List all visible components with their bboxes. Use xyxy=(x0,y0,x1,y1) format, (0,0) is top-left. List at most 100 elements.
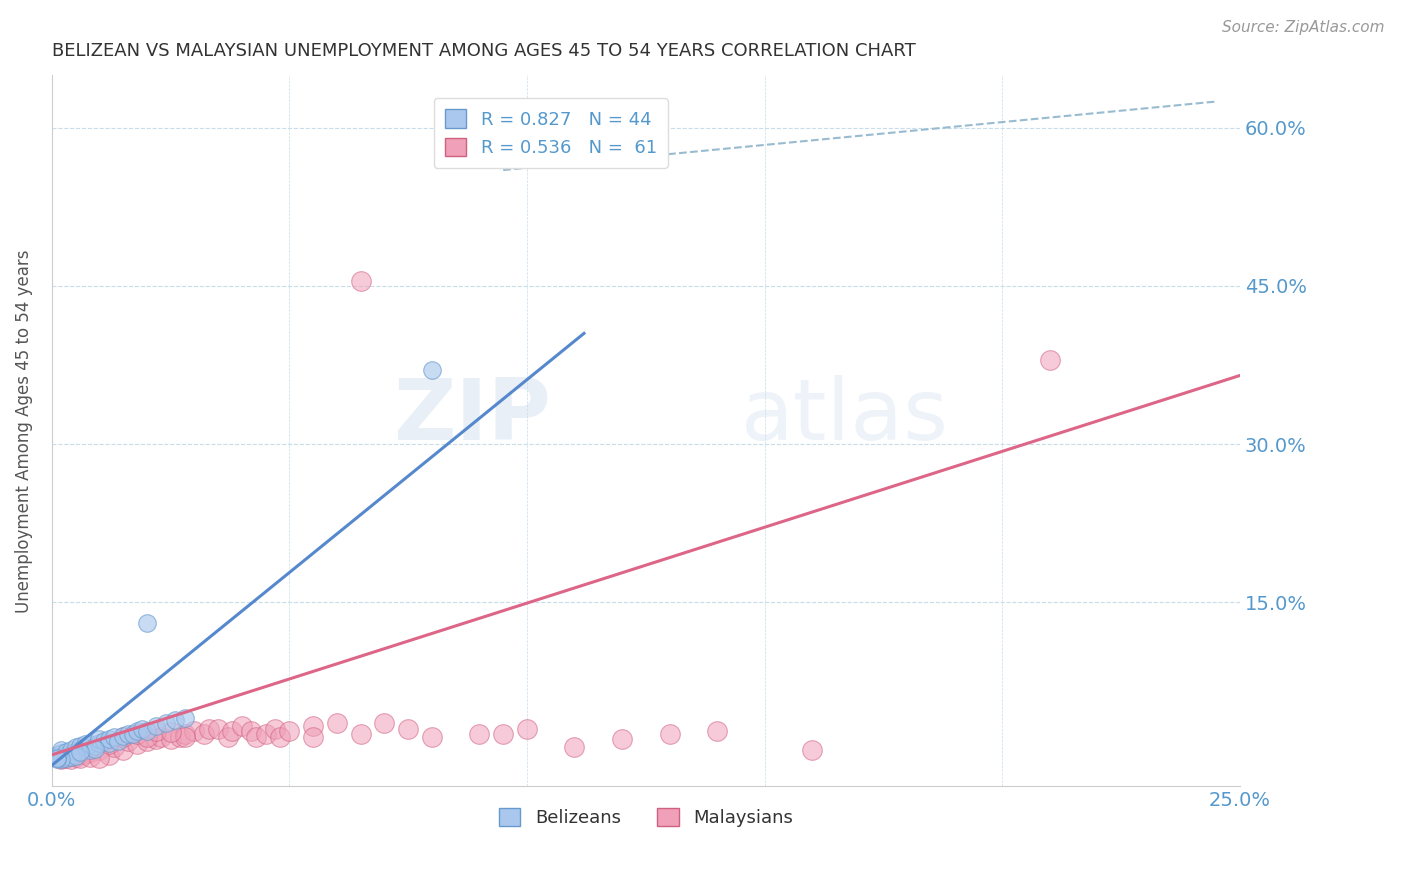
Point xyxy=(51,742,73,756)
Point xyxy=(103,730,125,744)
Point xyxy=(207,722,229,736)
Point xyxy=(492,727,515,741)
Point xyxy=(79,742,101,756)
Point xyxy=(69,745,91,759)
Point xyxy=(73,740,96,755)
Point xyxy=(65,745,87,759)
Point xyxy=(516,722,538,736)
Point xyxy=(801,742,824,756)
Point xyxy=(173,727,195,741)
Point xyxy=(89,732,111,747)
Point xyxy=(89,742,111,756)
Point xyxy=(135,616,157,631)
Point xyxy=(89,736,111,750)
Point xyxy=(59,750,82,764)
Point xyxy=(302,719,325,733)
Text: atlas: atlas xyxy=(741,376,949,458)
Point xyxy=(59,752,82,766)
Point xyxy=(51,751,73,765)
Point xyxy=(103,740,125,755)
Point xyxy=(55,745,77,759)
Point xyxy=(97,737,120,751)
Point xyxy=(150,730,173,744)
Point xyxy=(121,727,143,741)
Point xyxy=(165,713,187,727)
Point xyxy=(468,727,491,741)
Point xyxy=(112,730,135,744)
Point xyxy=(51,752,73,766)
Point xyxy=(45,747,67,762)
Point xyxy=(135,730,157,744)
Point xyxy=(55,751,77,765)
Point xyxy=(217,730,239,744)
Point xyxy=(55,747,77,762)
Point xyxy=(169,730,191,744)
Point xyxy=(349,274,371,288)
Point xyxy=(97,736,120,750)
Point xyxy=(396,722,419,736)
Point xyxy=(69,742,91,756)
Point xyxy=(117,727,139,741)
Point xyxy=(112,742,135,756)
Point xyxy=(373,716,395,731)
Point xyxy=(69,751,91,765)
Point xyxy=(706,723,728,738)
Point xyxy=(183,723,205,738)
Point xyxy=(240,723,263,738)
Point xyxy=(231,719,253,733)
Point xyxy=(45,751,67,765)
Point xyxy=(135,723,157,738)
Point xyxy=(45,750,67,764)
Text: Source: ZipAtlas.com: Source: ZipAtlas.com xyxy=(1222,20,1385,35)
Point xyxy=(155,716,177,731)
Point xyxy=(1039,352,1062,367)
Point xyxy=(173,730,195,744)
Point xyxy=(145,723,167,738)
Point xyxy=(107,734,129,748)
Point xyxy=(278,723,301,738)
Text: BELIZEAN VS MALAYSIAN UNEMPLOYMENT AMONG AGES 45 TO 54 YEARS CORRELATION CHART: BELIZEAN VS MALAYSIAN UNEMPLOYMENT AMONG… xyxy=(52,42,915,60)
Point xyxy=(420,363,443,377)
Point xyxy=(97,732,120,747)
Point xyxy=(55,751,77,765)
Point xyxy=(117,734,139,748)
Point xyxy=(254,727,277,741)
Point xyxy=(89,751,111,765)
Point xyxy=(610,732,633,747)
Point xyxy=(51,752,73,766)
Point xyxy=(173,711,195,725)
Point xyxy=(658,727,681,741)
Point xyxy=(135,734,157,748)
Point xyxy=(45,752,67,766)
Point xyxy=(302,730,325,744)
Point xyxy=(197,722,219,736)
Text: ZIP: ZIP xyxy=(392,376,551,458)
Point xyxy=(145,719,167,733)
Point xyxy=(73,747,96,761)
Point xyxy=(564,740,586,755)
Point xyxy=(59,742,82,756)
Point xyxy=(349,727,371,741)
Point xyxy=(73,737,96,751)
Point xyxy=(127,723,149,738)
Point xyxy=(131,722,153,736)
Point xyxy=(221,723,243,738)
Point xyxy=(159,732,181,747)
Legend: Belizeans, Malaysians: Belizeans, Malaysians xyxy=(492,800,800,834)
Point xyxy=(79,737,101,751)
Point xyxy=(55,748,77,763)
Point xyxy=(326,716,349,731)
Point xyxy=(245,730,267,744)
Point xyxy=(127,737,149,751)
Point xyxy=(112,729,135,743)
Point xyxy=(269,730,291,744)
Point xyxy=(65,748,87,763)
Point xyxy=(264,722,287,736)
Point xyxy=(83,739,105,754)
Point xyxy=(83,741,105,756)
Point xyxy=(193,727,215,741)
Point xyxy=(51,746,73,760)
Point xyxy=(65,747,87,762)
Point xyxy=(69,739,91,754)
Point xyxy=(79,750,101,764)
